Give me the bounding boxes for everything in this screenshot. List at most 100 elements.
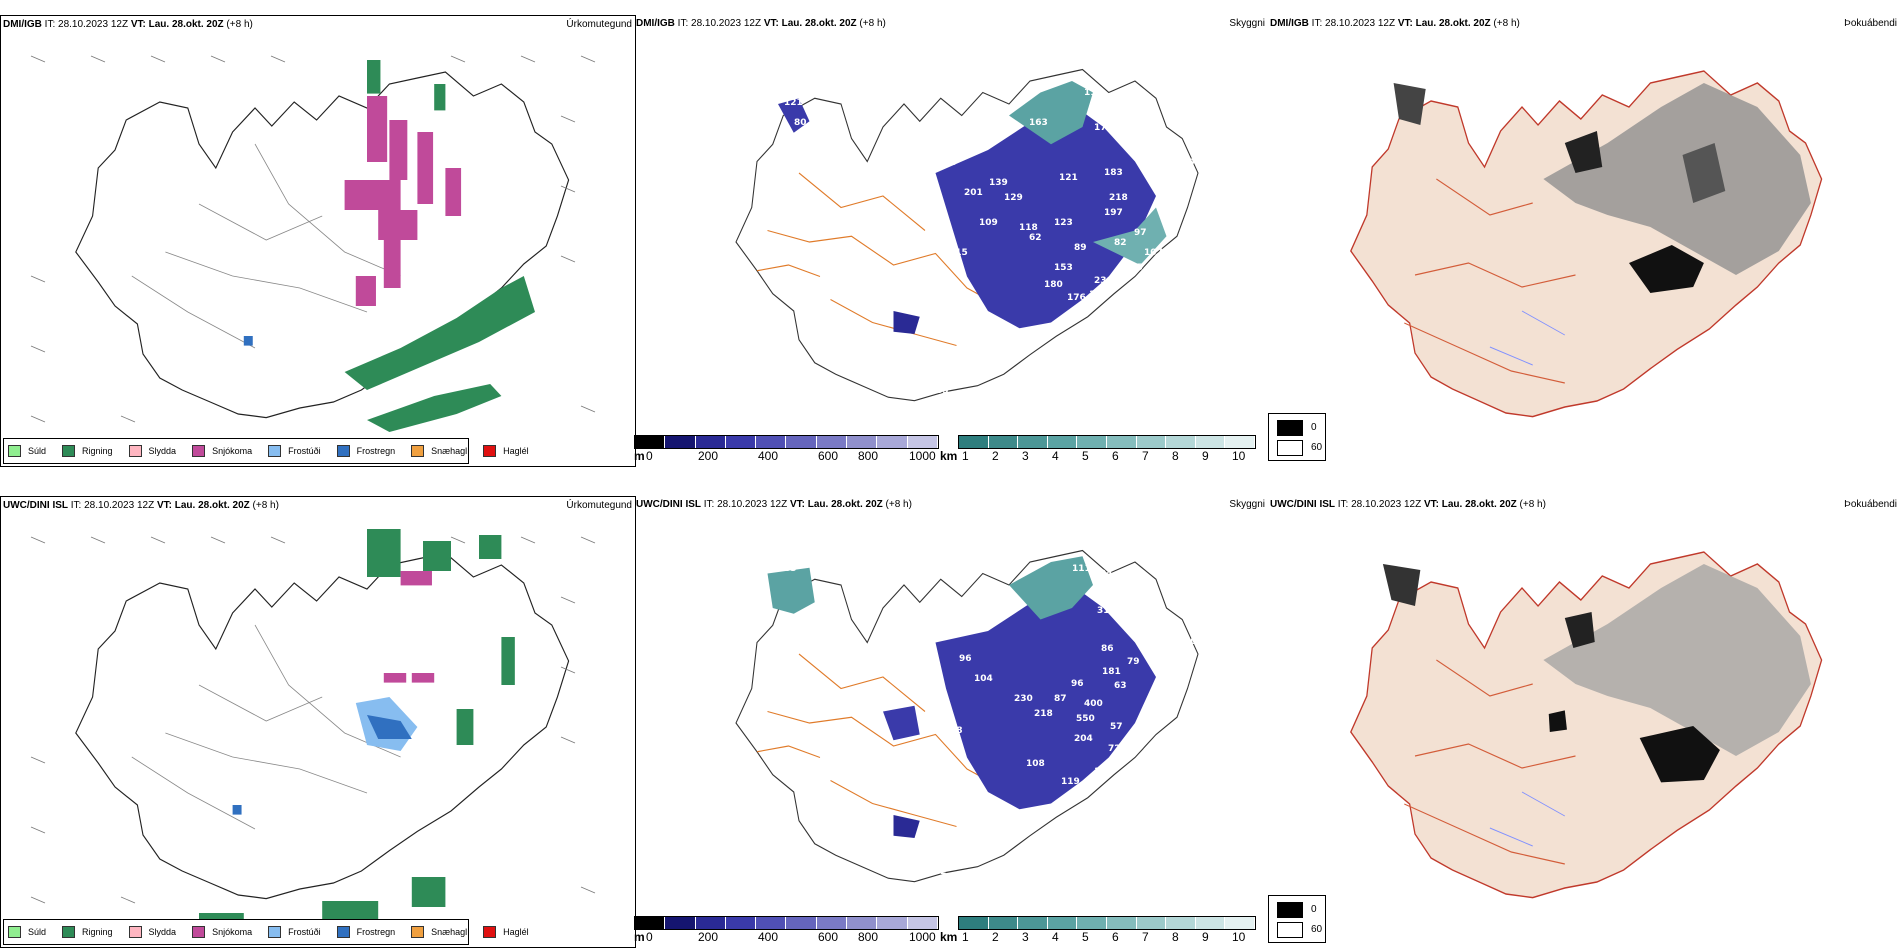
visibility-tick: 7: [1142, 930, 1149, 944]
valid-time: VT: Lau. 28.okt. 20Z: [789, 499, 883, 510]
visibility-tick: 6: [1112, 449, 1119, 463]
visibility-tick: 10: [1232, 449, 1246, 463]
cloud-base-unit: m: [634, 449, 645, 463]
visibility-tick: 6: [1112, 930, 1119, 944]
legend-item: Rigning: [62, 926, 113, 938]
fog-indicator-map-top: DMI/IGB IT: 28.10.2023 12Z VT: Lau. 28.o…: [1268, 15, 1900, 465]
model-name: UWC/DINI ISL: [636, 499, 701, 510]
cloud-base-value: 123: [1054, 218, 1073, 228]
visibility-tick: 2: [992, 930, 999, 944]
cloud-base-value: 108: [964, 601, 983, 611]
legend-label: Rigning: [82, 446, 113, 456]
lead-time: (+8 h): [1490, 18, 1520, 29]
cloud-base-value: 400: [1084, 699, 1103, 709]
model-name: DMI/IGB: [3, 19, 42, 30]
cloud-base-value: 121: [1059, 173, 1078, 183]
cloud-base-value: 13: [1094, 767, 1107, 777]
cloud-base-value: 62: [934, 867, 947, 877]
map-variable-title: Skyggni: [1229, 499, 1265, 510]
cloud-base-tick: 1000: [909, 930, 936, 944]
cloud-base-value: 96: [944, 158, 957, 168]
cloud-base-value: 153: [1054, 263, 1073, 273]
cloud-base-value: 184: [1089, 290, 1108, 300]
lead-time: (+8 h): [856, 18, 886, 29]
precip-type-legend: Súld Rigning Slydda Snjókoma Frostúði Fr…: [3, 438, 529, 464]
cloud-base-value: 110: [1084, 88, 1103, 98]
legend-item: Frostregn: [336, 926, 396, 938]
cloud-base-value: 197: [1104, 208, 1123, 218]
model-name: UWC/DINI ISL: [3, 500, 68, 511]
cloud-base-value: 96: [1071, 679, 1084, 689]
cloud-base-value: 121: [754, 604, 773, 614]
legend-label: Súld: [28, 446, 47, 456]
cloud-base-value: 176: [1067, 293, 1086, 303]
legend-label: Haglél: [503, 927, 529, 937]
init-time: IT: 28.10.2023 12Z: [1335, 499, 1424, 510]
cloud-base-tick: 1000: [909, 449, 936, 463]
fog-legend-top: 0 60: [1268, 413, 1326, 461]
cloud-base-labels: 83 121 95 108 96 104 230 87 218 96 111 9…: [754, 564, 1197, 877]
legend-item: Snjókoma: [192, 445, 252, 457]
valid-time: VT: Lau. 28.okt. 20Z: [1397, 18, 1491, 29]
visibility-tick: 3: [1022, 449, 1029, 463]
fog-legend-value: 60: [1311, 924, 1323, 935]
cloud-base-value: 146: [1124, 128, 1143, 138]
legend-label: Súld: [28, 927, 47, 937]
cloud-base-value: 129: [1004, 193, 1023, 203]
legend-swatch: [62, 445, 76, 457]
model-name: DMI/IGB: [1270, 18, 1309, 29]
legend-swatch: [62, 926, 76, 938]
valid-time: VT: Lau. 28.okt. 20Z: [1423, 499, 1517, 510]
visibility-tick: 8: [1172, 930, 1179, 944]
visibility-tick: 1: [962, 449, 969, 463]
legend-label: Frostregn: [356, 927, 396, 937]
cloud-base-value: 201: [964, 188, 983, 198]
map-header: UWC/DINI ISL IT: 28.10.2023 12Z VT: Lau.…: [636, 499, 912, 510]
cloud-base-value: 180: [1044, 280, 1063, 290]
cloud-base-value: 177: [1094, 123, 1113, 133]
cloud-base-value: 98: [1151, 153, 1164, 163]
visibility-unit: km: [940, 930, 958, 944]
fog-map-graphic: [1350, 551, 1823, 899]
fog-legend-value: 0: [1311, 904, 1317, 915]
cloud-base-tick: 0: [646, 449, 653, 463]
cloud-base-value: 230: [1014, 694, 1033, 704]
cloud-base-value: 82: [1114, 238, 1127, 248]
precip-type-map-bottom: UWC/DINI ISL IT: 28.10.2023 12Z VT: Lau.…: [0, 496, 636, 948]
cloud-base-value: 218: [1109, 193, 1128, 203]
cloud-base-value: 86: [1101, 644, 1114, 654]
precip-type-map-top: DMI/IGB IT: 28.10.2023 12Z VT: Lau. 28.o…: [0, 15, 636, 467]
map-header: DMI/IGB IT: 28.10.2023 12Z VT: Lau. 28.o…: [3, 19, 253, 30]
legend-label: Snæhagl: [431, 927, 468, 937]
legend-swatch: [336, 926, 350, 938]
legend-swatch: [483, 926, 497, 938]
legend-label: Frostúði: [288, 927, 321, 937]
cloud-base-value: 72: [1108, 744, 1121, 754]
precip-map-graphic: [30, 529, 596, 931]
fog-swatch-light: [1277, 440, 1303, 456]
cloud-base-value: 95: [944, 614, 957, 624]
map-variable-title: Úrkomutegund: [566, 19, 632, 30]
legend-swatch: [336, 445, 350, 457]
cloud-base-value: 79: [1128, 589, 1141, 599]
legend-swatch: [8, 445, 21, 457]
cloud-base-value: 119: [1061, 777, 1080, 787]
legend-item: Súld: [8, 926, 46, 938]
cloud-base-value: 109: [979, 218, 998, 228]
cloud-base-value: 85: [936, 386, 949, 396]
cloud-base-value: 31: [1097, 606, 1110, 616]
visibility-tick: 8: [1172, 449, 1179, 463]
model-name: DMI/IGB: [636, 18, 675, 29]
cloud-base-tick: 400: [758, 449, 779, 463]
fog-legend-value: 60: [1311, 442, 1323, 453]
legend-item: Frostúði: [268, 926, 321, 938]
cloud-base-value: 72: [1154, 173, 1167, 183]
legend-swatch: [411, 926, 425, 938]
cloud-base-value: 83: [784, 564, 797, 574]
cloud-base-tick: 600: [818, 449, 839, 463]
legend-swatch: [192, 445, 206, 457]
cloud-base-value: 230: [1094, 276, 1113, 286]
cloud-base-value: 183: [1104, 168, 1123, 178]
cloud-map-graphic: 83 121 95 108 96 104 230 87 218 96 111 9…: [735, 549, 1199, 883]
legend-item: Snæhagl: [411, 445, 467, 457]
